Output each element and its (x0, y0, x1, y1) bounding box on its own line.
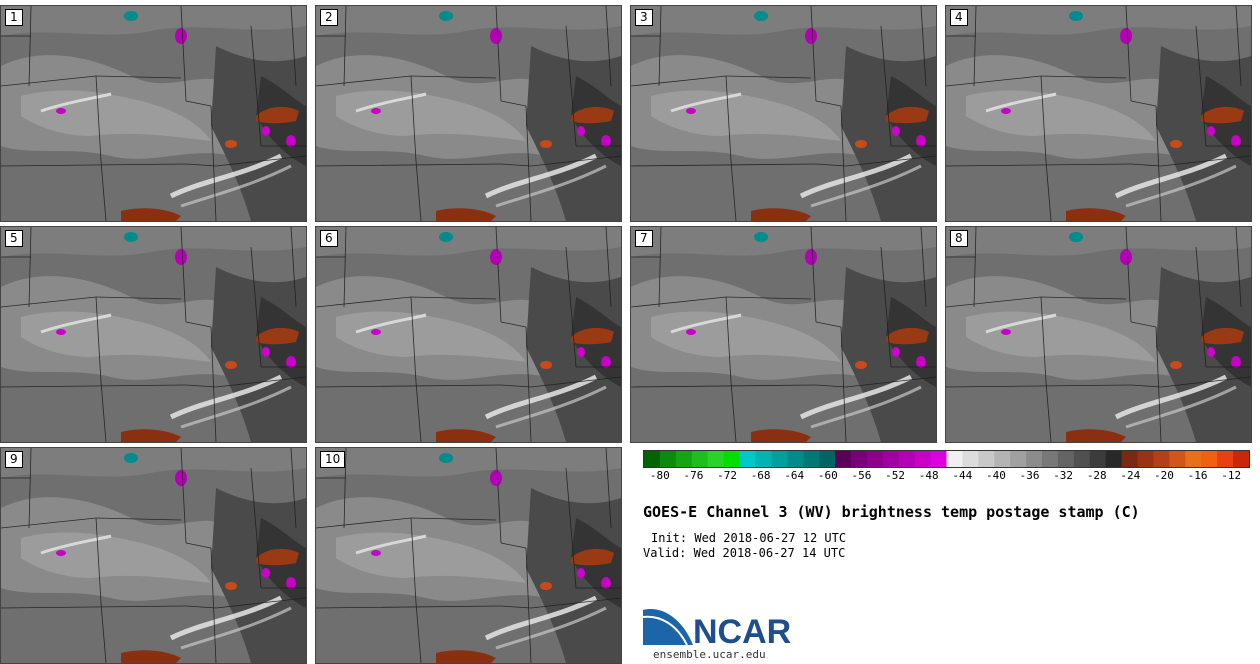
colorbar-swatch (898, 451, 916, 467)
colorbar-swatch (659, 451, 677, 467)
colorbar-swatch (771, 451, 788, 467)
map-panel-3: 3 (630, 5, 937, 222)
colorbar-swatch (994, 451, 1011, 467)
colorbar-swatch (1169, 451, 1186, 467)
wv-map-image (1, 448, 306, 663)
colorbar-tick-label: -52 (885, 469, 906, 482)
colorbar-swatch (1121, 451, 1139, 467)
colorbar-tick-label: -80 (649, 469, 670, 482)
wv-map-image (1, 6, 306, 221)
colorbar-swatch (691, 451, 709, 467)
colorbar-swatch (803, 451, 820, 467)
colorbar-tick-label: -20 (1154, 469, 1174, 482)
colorbar-swatch (914, 451, 932, 467)
colorbar-swatch (1089, 451, 1107, 467)
colorbar-tick-label: -64 (784, 469, 805, 482)
panel-number-label: 2 (320, 9, 338, 26)
map-panel-7: 7 (630, 226, 937, 443)
colorbar-swatch (1057, 451, 1075, 467)
panel-number-label: 8 (950, 230, 968, 247)
colorbar-tick-label: -32 (1053, 469, 1074, 482)
colorbar-swatch (866, 451, 884, 467)
ncar-swoosh-icon (643, 609, 693, 645)
colorbar-swatch (739, 451, 756, 467)
colorbar-swatch (755, 451, 772, 467)
colorbar-swatch (930, 451, 947, 467)
wv-map-image (316, 448, 621, 663)
colorbar-swatch (978, 451, 995, 467)
colorbar-swatch (1201, 451, 1218, 467)
map-panel-8: 8 (945, 226, 1252, 443)
colorbar-tick-label: -56 (851, 469, 872, 482)
colorbar-tick-label: -72 (717, 469, 737, 482)
wv-map-image (1, 227, 306, 442)
colorbar-swatch (1137, 451, 1154, 467)
ncar-logo-text: NCAR (693, 613, 791, 650)
map-panel-10: 10 (315, 447, 622, 664)
colorbar-swatch (1042, 451, 1059, 467)
panel-number-label: 9 (5, 451, 23, 468)
colorbar-tick-label: -40 (985, 469, 1006, 482)
panel-number-label: 1 (5, 9, 23, 26)
wv-map-image (316, 227, 621, 442)
colorbar-tick-label: -24 (1120, 469, 1141, 482)
valid-line: Valid: Wed 2018-06-27 14 UTC (643, 546, 845, 560)
map-panel-9: 9 (0, 447, 307, 664)
colorbar-swatch (819, 451, 836, 467)
init-line: Init: Wed 2018-06-27 12 UTC (651, 531, 846, 545)
colorbar-swatch (1026, 451, 1043, 467)
colorbar-swatch (1073, 451, 1091, 467)
panel-number-label: 7 (635, 230, 653, 247)
colorbar-swatch (707, 451, 725, 467)
colorbar-swatch (644, 451, 661, 467)
colorbar-swatch (946, 451, 963, 467)
colorbar-swatch (1105, 451, 1123, 467)
wv-map-image (631, 6, 936, 221)
valid-value: Wed 2018-06-27 14 UTC (693, 546, 846, 560)
logo-url: ensemble.ucar.edu (653, 648, 766, 661)
panel-number-label: 3 (635, 9, 653, 26)
map-panel-4: 4 (945, 5, 1252, 222)
colorbar-swatch (1185, 451, 1202, 467)
colorbar-swatch (723, 451, 741, 467)
panel-number-label: 10 (320, 451, 346, 468)
init-label: Init: (651, 531, 688, 545)
wv-map-image (946, 6, 1251, 221)
colorbar-tick-label: -12 (1221, 469, 1242, 482)
colorbar-tick-label: -44 (952, 469, 973, 482)
colorbar-swatch (1010, 451, 1027, 467)
map-panel-2: 2 (315, 5, 622, 222)
colorbar (643, 450, 1250, 468)
panel-number-label: 5 (5, 230, 23, 247)
colorbar-tick-label: -36 (1019, 469, 1040, 482)
colorbar-tick-label: -76 (683, 469, 704, 482)
colorbar-swatch (787, 451, 804, 467)
wv-map-image (946, 227, 1251, 442)
colorbar-swatch (850, 451, 868, 467)
colorbar-swatch (835, 451, 852, 467)
wv-map-image (316, 6, 621, 221)
colorbar-swatch (962, 451, 979, 467)
colorbar-tick-label: -48 (918, 469, 939, 482)
map-panel-1: 1 (0, 5, 307, 222)
wv-map-image (631, 227, 936, 442)
panel-number-label: 6 (320, 230, 338, 247)
panel-number-label: 4 (950, 9, 968, 26)
colorbar-tick-label: -16 (1187, 469, 1208, 482)
map-panel-6: 6 (315, 226, 622, 443)
ncar-logo: NCAR (643, 609, 791, 650)
colorbar-tick-label: -60 (817, 469, 838, 482)
colorbar-tick-label: -68 (750, 469, 771, 482)
colorbar-swatch (675, 451, 693, 467)
colorbar-swatch (882, 451, 900, 467)
colorbar-swatch (1233, 451, 1249, 467)
init-value: Wed 2018-06-27 12 UTC (694, 531, 847, 545)
figure-title: GOES-E Channel 3 (WV) brightness temp po… (643, 503, 1140, 521)
colorbar-tick-label: -28 (1086, 469, 1107, 482)
valid-label: Valid: (643, 546, 687, 560)
map-panel-5: 5 (0, 226, 307, 443)
colorbar-swatch (1217, 451, 1234, 467)
colorbar-swatch (1153, 451, 1170, 467)
colorbar-ticks: -80 -76 -72 -68 -64 -60 -56 -52 -48 -44 -40 -36 -32-… (643, 469, 1253, 485)
